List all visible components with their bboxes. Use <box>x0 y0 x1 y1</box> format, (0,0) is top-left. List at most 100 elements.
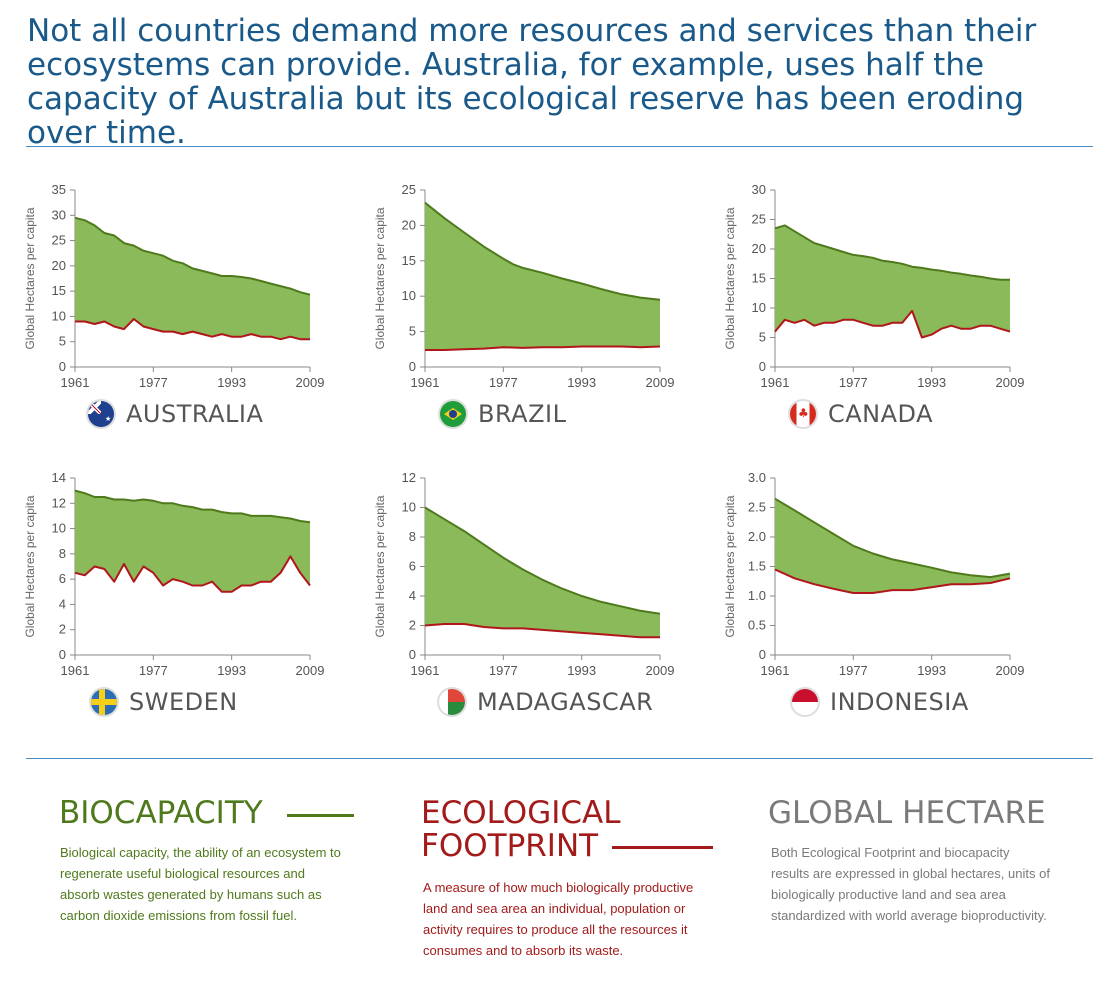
y-tick-label: 15 <box>52 283 66 298</box>
country-label-brazil: BRAZIL <box>440 400 566 428</box>
y-tick-label: 15 <box>752 271 766 286</box>
biocapacity-title: BIOCAPACITY <box>59 795 263 831</box>
x-tick-label: 1993 <box>917 375 946 390</box>
top-divider <box>26 146 1093 147</box>
biocapacity-line <box>74 489 311 524</box>
country-label-australia: ★ AUSTRALIA <box>88 400 263 428</box>
x-tick-label: 1961 <box>61 663 90 678</box>
y-tick-label: 8 <box>59 546 66 561</box>
x-tick-label: 1977 <box>489 663 518 678</box>
x-tick-label: 1961 <box>411 663 440 678</box>
footprint-description: A measure of how much biologically produ… <box>423 880 694 958</box>
x-tick-label: 2009 <box>996 663 1025 678</box>
x-tick-label: 1993 <box>567 663 596 678</box>
x-tick-label: 1977 <box>839 663 868 678</box>
y-tick-label: 10 <box>402 288 416 303</box>
y-tick-label: 1.5 <box>748 559 766 574</box>
y-tick-label: 10 <box>402 500 416 515</box>
country-label-madagascar: MADAGASCAR <box>439 688 653 716</box>
x-tick-label: 2009 <box>996 375 1025 390</box>
footprint-line <box>75 318 310 341</box>
y-tick-label: 4 <box>409 588 416 603</box>
madagascar-chart: Global Hectares per capita 0 2 4 6 8 10 12 1961 1… <box>373 470 674 678</box>
canada-chart: Global Hectares per capita 0 5 10 15 20 25 30 19… <box>723 182 1025 390</box>
biocapacity-line <box>74 216 311 296</box>
reserve-area <box>75 217 310 340</box>
country-name: CANADA <box>828 400 934 428</box>
x-tick-label: 2009 <box>296 375 325 390</box>
y-tick-label: 1.0 <box>748 588 766 603</box>
y-tick-label: 8 <box>409 529 416 544</box>
y-tick-label: 10 <box>52 521 66 536</box>
biocapacity-description: Biological capacity, the ability of an e… <box>60 845 341 923</box>
footprint-line <box>774 309 1011 339</box>
y-tick-label: 0 <box>759 647 766 662</box>
footprint-line <box>425 345 661 351</box>
biocapacity-line <box>424 201 661 301</box>
y-axis-label: Global Hectares per capita <box>723 495 737 637</box>
y-axis-label: Global Hectares per capita <box>373 495 387 637</box>
country-name: MADAGASCAR <box>477 688 654 716</box>
y-tick-label: 0 <box>409 359 416 374</box>
y-tick-label: 2.5 <box>748 500 766 515</box>
y-tick-label: 20 <box>52 258 66 273</box>
y-axis-label: Global Hectares per capita <box>23 207 37 349</box>
y-tick-label: 2.0 <box>748 529 766 544</box>
y-tick-label: 30 <box>752 182 766 197</box>
global-hectare-description: Both Ecological Footprint and biocapacit… <box>771 845 1050 923</box>
x-tick-label: 1961 <box>411 375 440 390</box>
x-tick-label: 1993 <box>917 663 946 678</box>
y-tick-label: 20 <box>752 241 766 256</box>
footprint-legend-line <box>612 846 713 849</box>
y-tick-label: 0.5 <box>748 618 766 633</box>
reserve-area <box>775 225 1010 338</box>
reserve-area <box>775 498 1010 593</box>
y-tick-label: 5 <box>409 324 416 339</box>
y-tick-label: 2 <box>59 622 66 637</box>
y-tick-label: 0 <box>409 647 416 662</box>
x-tick-label: 1977 <box>139 663 168 678</box>
y-tick-label: 35 <box>52 182 66 197</box>
country-name: BRAZIL <box>478 400 567 428</box>
australia-chart: Global Hectares per capita 0 5 10 15 20 25 30 35… <box>23 182 325 390</box>
brazil-chart: Global Hectares per capita 0 5 10 15 20 25 1961… <box>373 182 675 390</box>
brazil-flag-icon <box>440 401 466 427</box>
y-tick-label: 30 <box>52 207 66 222</box>
x-tick-label: 1993 <box>217 375 246 390</box>
y-axis-label: Global Hectares per capita <box>23 495 37 637</box>
reserve-area <box>425 202 660 350</box>
biocapacity-line <box>774 224 1010 281</box>
y-tick-label: 4 <box>59 596 66 611</box>
y-tick-label: 5 <box>59 334 66 349</box>
indonesia-flag-icon <box>792 689 818 715</box>
y-tick-label: 0 <box>59 359 66 374</box>
x-tick-label: 1977 <box>839 375 868 390</box>
x-tick-label: 1993 <box>567 375 596 390</box>
x-tick-label: 2009 <box>646 375 675 390</box>
y-tick-label: 10 <box>752 300 766 315</box>
y-tick-label: 10 <box>52 308 66 323</box>
country-name: AUSTRALIA <box>126 400 264 428</box>
y-tick-label: 14 <box>52 470 66 485</box>
y-tick-label: 25 <box>402 182 416 197</box>
footprint-line <box>774 568 1011 594</box>
reserve-area <box>425 507 660 638</box>
footprint-title-line2: FOOTPRINT <box>421 828 599 864</box>
biocapacity-line <box>774 497 1011 579</box>
country-label-sweden: SWEDEN <box>91 688 238 716</box>
y-tick-label: 0 <box>759 359 766 374</box>
global-hectare-title: GLOBAL HECTARE <box>768 795 1046 831</box>
footprint-line <box>74 555 311 593</box>
country-label-indonesia: INDONESIA <box>792 688 969 716</box>
x-tick-label: 2009 <box>296 663 325 678</box>
y-tick-label: 6 <box>59 571 66 586</box>
country-label-canada: ♣ CANADA <box>790 400 933 428</box>
y-tick-label: 5 <box>759 330 766 345</box>
y-tick-label: 25 <box>52 233 66 248</box>
footprint-title-line1: ECOLOGICAL <box>421 795 621 831</box>
country-name: INDONESIA <box>830 688 969 716</box>
indonesia-chart: Global Hectares per capita 0 0.5 1.0 1.5 2.0 2… <box>723 470 1025 678</box>
x-tick-label: 1993 <box>217 663 246 678</box>
y-tick-label: 0 <box>59 647 66 662</box>
australia-flag-icon: ★ <box>88 401 114 427</box>
